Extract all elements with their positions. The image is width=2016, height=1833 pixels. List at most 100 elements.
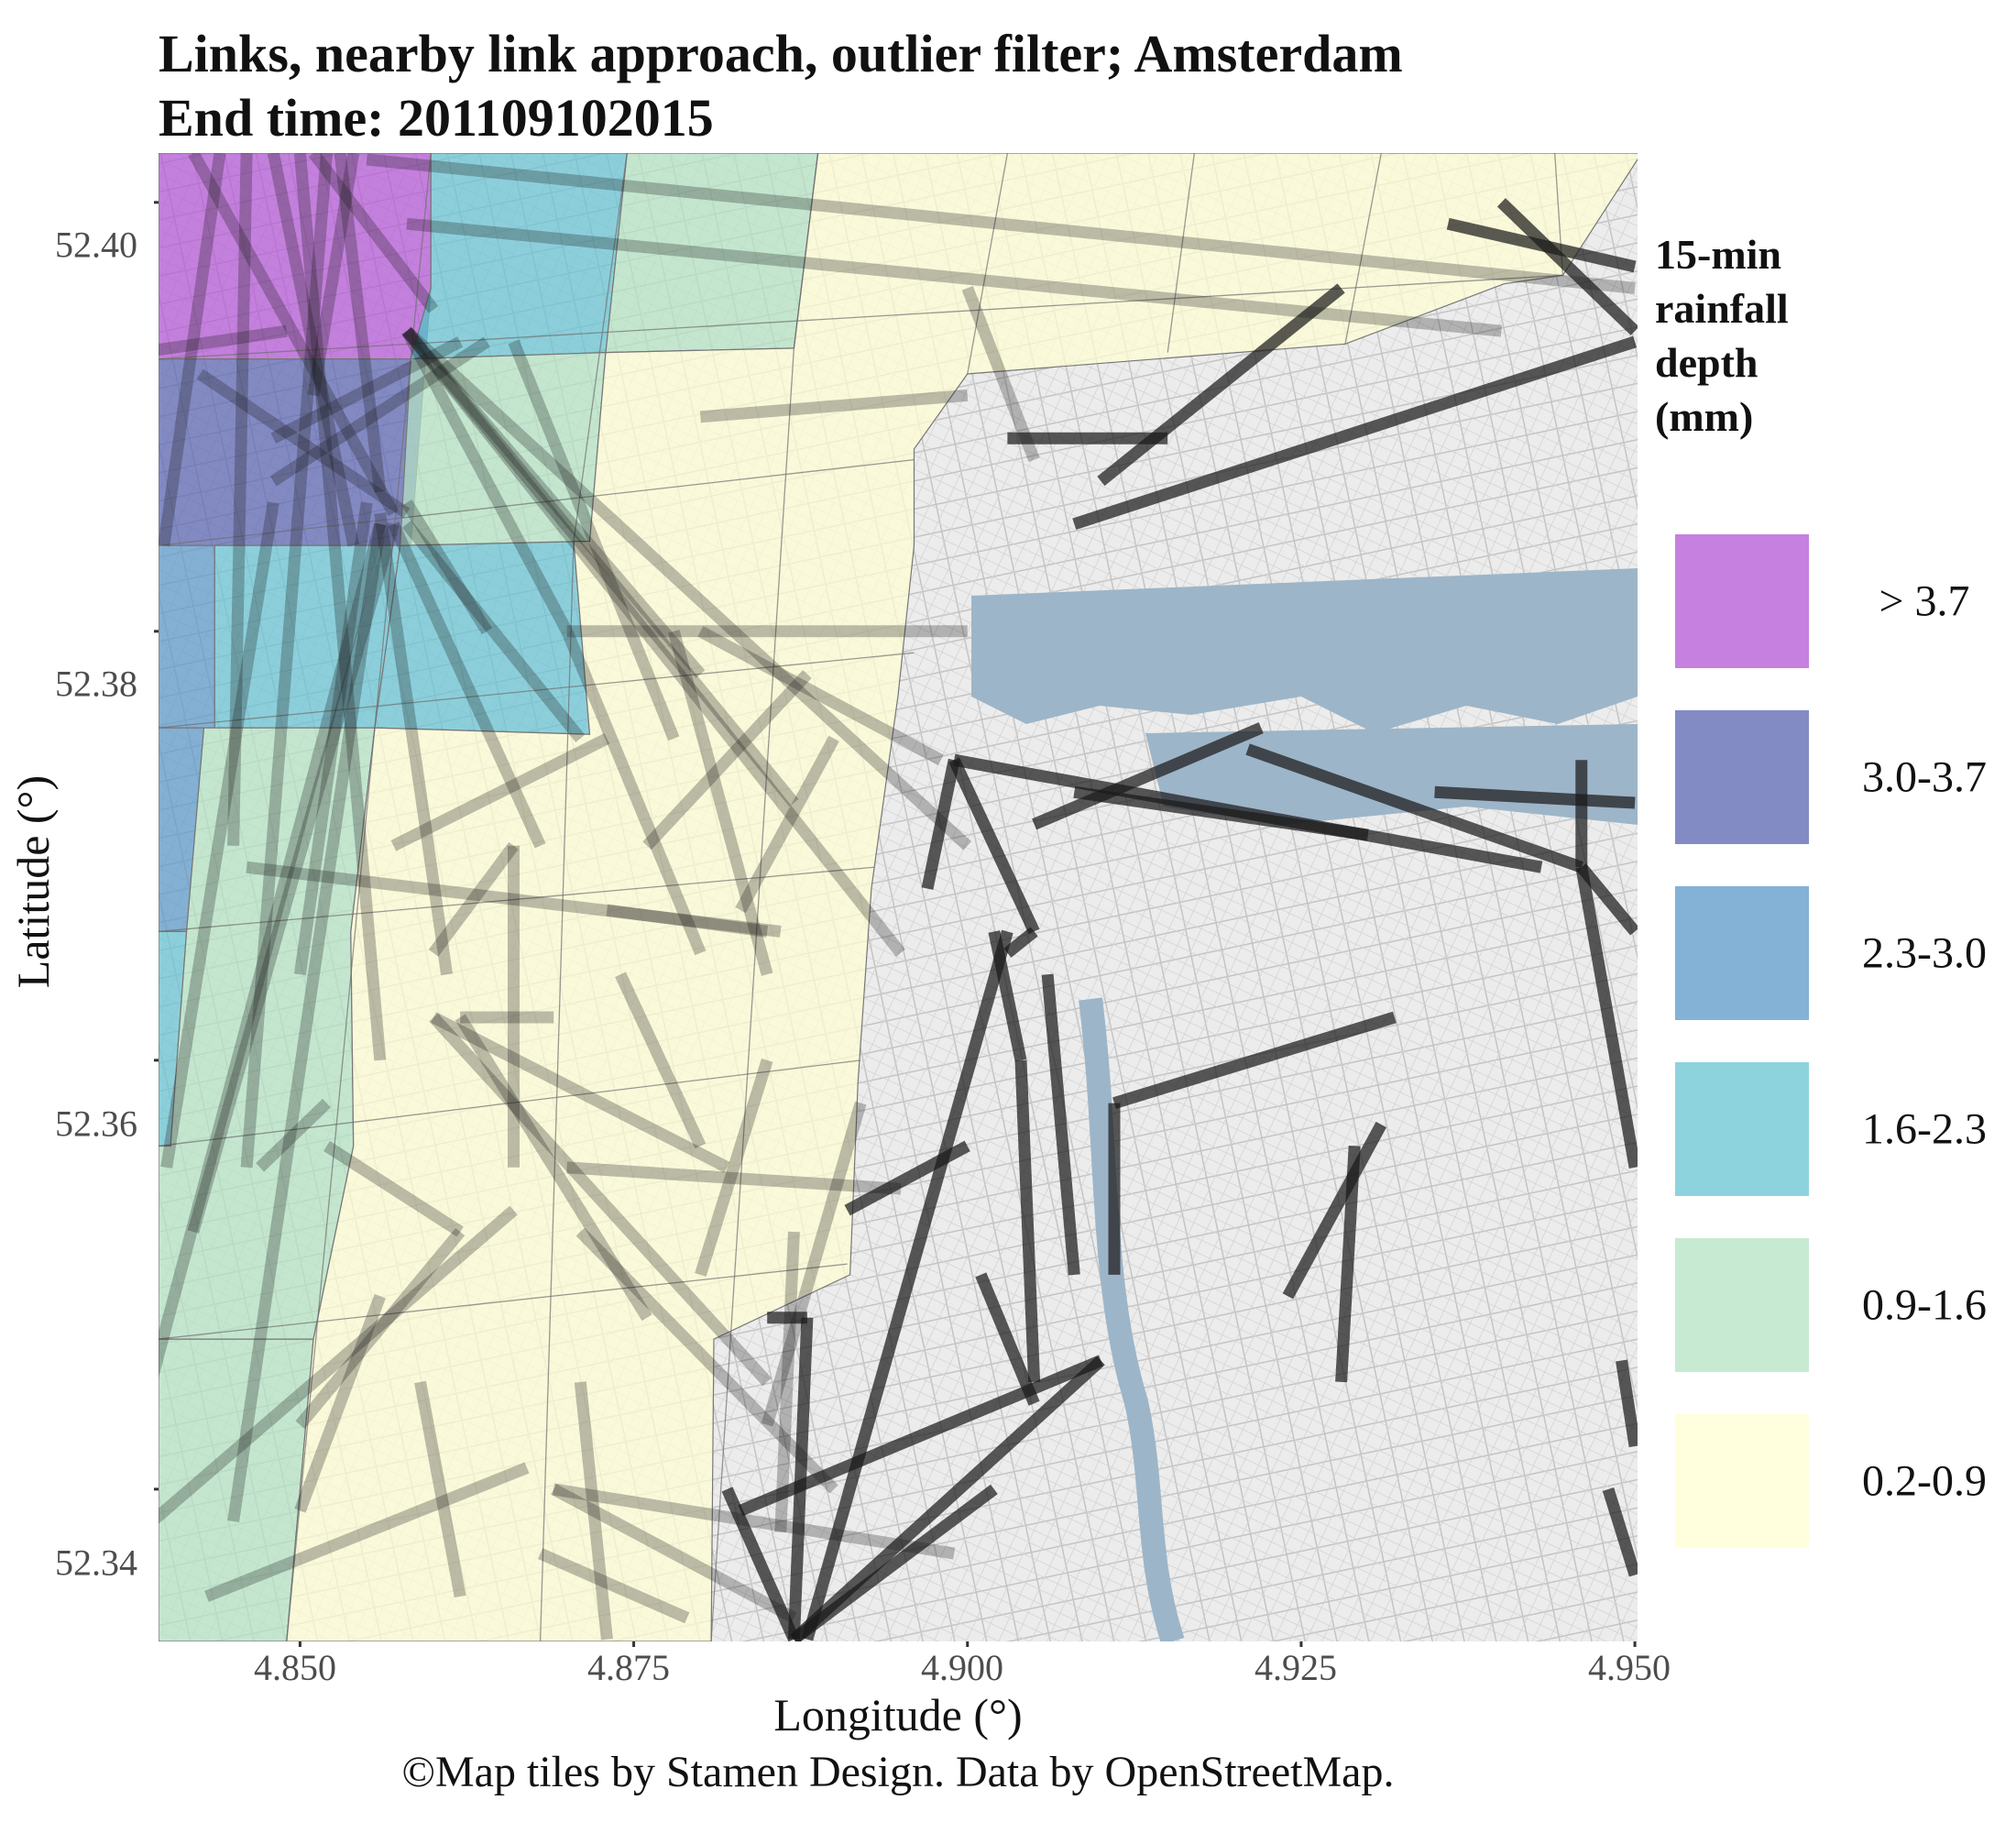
grid-line [410, 153, 432, 359]
link-segment [196, 368, 411, 519]
link-segment [1072, 335, 1638, 530]
link-segment [429, 1013, 772, 1387]
grid-line [159, 1059, 861, 1147]
rainfall-cell [286, 153, 1638, 1641]
link-segment [574, 1381, 613, 1641]
grid-line [710, 347, 795, 1641]
link-segment [668, 630, 773, 976]
link-segment [402, 326, 972, 851]
link-segment [1616, 1359, 1638, 1448]
link-segment [401, 520, 586, 742]
legend-label: 3.0-3.7 [1862, 752, 1987, 802]
link-segment [921, 758, 960, 890]
y-tick-label: 52.40 [55, 224, 137, 266]
link-segment [390, 732, 610, 851]
rainfall-cell [159, 544, 215, 729]
title-line-2: End time: 201109102015 [159, 88, 714, 148]
link-segment [366, 153, 1636, 294]
link-segment [159, 522, 387, 1378]
grid-lines [159, 153, 1564, 1641]
link-segment [801, 929, 1013, 1641]
link-segment [735, 735, 839, 914]
y-axis-label: Latitude (°) [7, 774, 59, 989]
grid-line [159, 866, 874, 933]
link-segment [1003, 927, 1038, 958]
link-segment [1032, 722, 1264, 830]
x-axis-label: Longitude (°) [773, 1689, 1023, 1740]
legend-swatch [1675, 1238, 1809, 1372]
legend-title-line: (mm) [1655, 393, 1754, 440]
link-segment [159, 324, 288, 357]
link-segment [721, 1487, 800, 1641]
link-segment [1602, 1487, 1638, 1577]
y-axis-ticks [154, 201, 159, 1491]
link-segment [697, 626, 944, 765]
river-ij [971, 568, 1638, 733]
legend-title-line: depth [1655, 339, 1759, 386]
link-segment [1097, 283, 1345, 487]
link-segment [1576, 863, 1638, 936]
link-segment [790, 1356, 1105, 1641]
link-segment [1446, 217, 1637, 273]
link-segment [160, 501, 279, 1169]
link-segment [270, 336, 464, 444]
link-segment [334, 153, 387, 493]
legend-swatch [1675, 1062, 1809, 1196]
link-segment [1041, 973, 1080, 1276]
link-segment [738, 1355, 1103, 1517]
link-segment [1335, 1146, 1361, 1383]
grid-line [1344, 153, 1382, 345]
grid-line [159, 458, 915, 546]
grid-line [793, 153, 819, 349]
river-amstel [1079, 997, 1185, 1641]
link-segment [790, 1484, 998, 1641]
link-segment [1282, 1121, 1387, 1300]
link-segment [294, 1294, 386, 1513]
x-axis-ticks [298, 1641, 1637, 1647]
microwave-links [159, 153, 1638, 1641]
link-segment [642, 670, 812, 851]
grid-line [374, 358, 411, 729]
link-segment [414, 1380, 466, 1598]
rainfall-cell [159, 1338, 314, 1641]
link-segment [188, 153, 400, 517]
link-segment [308, 153, 439, 313]
link-segment [227, 522, 387, 1522]
link-segment [606, 904, 769, 938]
link-segment [401, 328, 573, 634]
link-segment [295, 1227, 466, 1429]
link-segment [551, 1484, 797, 1624]
x-tick-label: 4.900 [921, 1647, 1003, 1688]
link-segment [1014, 1059, 1041, 1383]
legend-swatch [1675, 710, 1809, 844]
link-segment [159, 1205, 518, 1524]
link-segment [566, 1161, 902, 1195]
link-segment [269, 336, 490, 487]
attribution-caption: ©Map tiles by Stamen Design. Data by Ope… [401, 1748, 1395, 1796]
legend-title-line: rainfall [1655, 285, 1789, 332]
grid-line [286, 728, 376, 1641]
link-segment [561, 629, 707, 956]
rainfall-grid [159, 153, 1638, 1641]
legend-label: 0.2-0.9 [1862, 1456, 1987, 1506]
link-segment [1112, 1011, 1397, 1109]
y-tick-label: 52.38 [55, 663, 137, 705]
legend-label: 0.9-1.6 [1862, 1280, 1987, 1330]
grid-line [159, 652, 915, 729]
link-segment [1496, 198, 1638, 335]
grid-line [159, 274, 1563, 360]
link-segment [401, 326, 706, 678]
grid-line [573, 153, 628, 542]
link-segment [787, 1317, 814, 1640]
link-segment [401, 327, 799, 807]
link-segment [246, 861, 782, 938]
link-segment [537, 1548, 690, 1624]
x-tick-label: 4.875 [587, 1647, 670, 1688]
link-segment [203, 1462, 530, 1602]
legend-swatch [1675, 534, 1809, 668]
link-segment [1073, 785, 1369, 841]
link-segment [508, 339, 680, 741]
link-segment [388, 521, 546, 849]
link-segment [374, 512, 454, 976]
